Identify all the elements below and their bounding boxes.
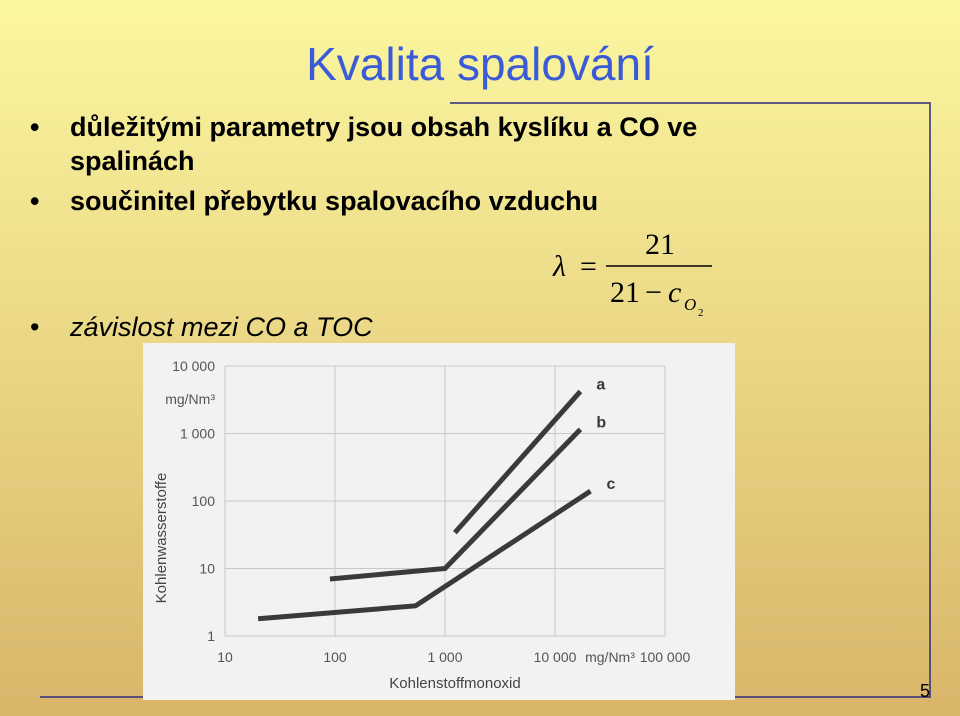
y-axis-label: Kohlenwasserstoffe (153, 473, 170, 604)
data-line (257, 489, 592, 622)
x-axis-label: Kohlenstoffmonoxid (389, 675, 520, 692)
page-number: 5 (920, 681, 930, 701)
formula-subscript: O (684, 295, 696, 314)
series-label: b (596, 414, 606, 431)
y-tick-label: 1 000 (180, 426, 215, 442)
y-tick-label: 1 (207, 628, 215, 644)
series-label: c (606, 476, 615, 493)
data-line (329, 427, 583, 582)
y-tick-label: 100 (192, 493, 216, 509)
formula-denominator: 21 (610, 276, 640, 309)
bullet-mark: • (30, 112, 39, 142)
y-tick-label: 10 (199, 561, 215, 577)
series-label: a (596, 376, 605, 393)
formula-minus: − (645, 276, 662, 309)
x-tick-label: 10 000 (534, 649, 577, 665)
y-tick-label: 10 000 (172, 358, 215, 374)
x-tick-label: 100 000 (640, 649, 691, 665)
slide-title: Kvalita spalování (306, 38, 654, 90)
chart-background (143, 343, 735, 700)
data-line (453, 389, 583, 535)
y-unit: mg/Nm³ (165, 391, 215, 407)
x-tick-label: 1 000 (427, 649, 462, 665)
x-tick-label: 10 (217, 649, 233, 665)
formula-lambda: λ (552, 250, 566, 283)
formula-variable: c (668, 276, 681, 309)
formula-numerator: 21 (645, 228, 675, 261)
bullet-text: důležitými parametry jsou obsah kyslíku … (70, 112, 697, 142)
bullet-mark: • (30, 186, 39, 216)
x-tick-label: 100 (323, 649, 347, 665)
bullet-mark: • (30, 312, 39, 342)
formula-equals: = (580, 250, 597, 283)
bullet-text: závislost mezi CO a TOC (69, 312, 373, 342)
bullet-text: součinitel přebytku spalovacího vzduchu (70, 186, 598, 216)
x-unit: mg/Nm³ (585, 649, 635, 665)
formula-subscript-index: 2 (698, 307, 704, 319)
bullet-text: spalinách (70, 146, 195, 176)
